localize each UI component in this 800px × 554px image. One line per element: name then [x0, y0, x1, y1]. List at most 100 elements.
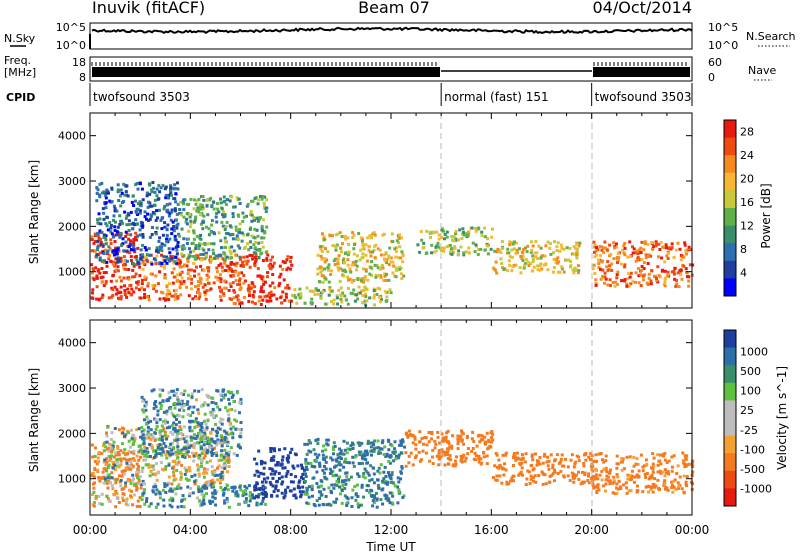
- power-cell: [132, 245, 136, 249]
- power-cell: [565, 246, 569, 250]
- velocity-cell: [126, 458, 130, 462]
- power-cell: [240, 301, 244, 305]
- velocity-cell: [274, 484, 278, 488]
- power-cell: [649, 254, 653, 258]
- power-cell: [254, 252, 258, 256]
- velocity-cell: [241, 493, 245, 497]
- velocity-cell: [396, 456, 400, 460]
- velocity-cell: [164, 453, 168, 457]
- velocity-cell: [106, 425, 110, 429]
- power-cell: [672, 269, 676, 273]
- power-cell: [167, 214, 171, 218]
- velocity-cell: [249, 496, 253, 500]
- velocity-cell: [173, 459, 177, 463]
- velocity-cell: [460, 429, 463, 433]
- power-cell: [381, 266, 385, 270]
- velocity-cell: [615, 486, 619, 490]
- power-cell: [191, 297, 195, 301]
- velocity-cell: [98, 502, 102, 506]
- power-cell: [473, 250, 477, 253]
- velocity-cell: [207, 440, 211, 444]
- velocity-cell: [104, 479, 107, 483]
- velocity-cell: [149, 419, 153, 423]
- power-cell: [544, 244, 548, 248]
- power-cell: [197, 272, 201, 276]
- velocity-cell: [126, 503, 130, 507]
- velocity-cell: [334, 500, 337, 504]
- velocity-cell: [218, 420, 222, 424]
- power-cell: [368, 234, 372, 238]
- velocity-cell: [390, 471, 394, 475]
- velocity-cell: [264, 502, 268, 506]
- velocity-cell: [202, 498, 206, 502]
- power-cell: [116, 260, 120, 264]
- velocity-cell: [220, 422, 224, 426]
- power-cell: [207, 269, 210, 273]
- velocity-cell: [158, 394, 162, 398]
- power-cell: [462, 253, 466, 257]
- power-cell: [137, 202, 140, 206]
- velocity-cell: [323, 464, 326, 468]
- velocity-cell: [393, 447, 397, 451]
- x-tick-label: 16:00: [474, 523, 509, 537]
- velocity-cell: [414, 443, 418, 447]
- velocity-cell: [163, 430, 167, 434]
- power-cell: [268, 296, 272, 300]
- velocity-cell: [129, 465, 133, 469]
- velocity-cell: [129, 428, 133, 432]
- power-cell: [568, 246, 572, 250]
- power-cell: [229, 252, 233, 256]
- power-cell: [160, 262, 164, 265]
- power-cell: [156, 282, 160, 286]
- power-cell: [336, 257, 340, 261]
- power-cell: [197, 247, 201, 251]
- power-cell: [104, 196, 108, 200]
- velocity-cell: [97, 478, 101, 481]
- velocity-cell: [664, 486, 668, 489]
- velocity-colorbar-tick: -100: [740, 443, 765, 456]
- power-cell: [660, 269, 664, 273]
- power-cell: [199, 242, 203, 246]
- power-cell: [346, 286, 350, 290]
- power-cell: [608, 284, 612, 287]
- power-cell: [207, 288, 211, 292]
- power-cell: [271, 281, 275, 285]
- velocity-cell: [548, 475, 552, 478]
- power-cell: [219, 255, 223, 259]
- velocity-cell: [534, 480, 538, 484]
- velocity-cell: [215, 490, 219, 494]
- velocity-cell: [443, 450, 447, 454]
- velocity-cell: [441, 439, 445, 443]
- power-cell: [521, 258, 525, 262]
- power-cell: [278, 275, 282, 279]
- velocity-cell: [521, 456, 525, 460]
- power-cell: [507, 251, 511, 255]
- power-cell: [223, 261, 227, 265]
- velocity-cell: [116, 447, 120, 450]
- velocity-cell: [257, 474, 261, 478]
- power-cell: [201, 195, 205, 198]
- velocity-cell: [691, 465, 695, 468]
- colorbar-swatch: [724, 453, 736, 472]
- velocity-cell: [654, 484, 658, 488]
- velocity-cell: [373, 439, 377, 443]
- velocity-cell: [178, 425, 182, 429]
- power-cell: [108, 247, 112, 251]
- velocity-cell: [545, 460, 549, 464]
- power-cell: [130, 200, 134, 204]
- velocity-cell: [304, 458, 308, 461]
- velocity-cell: [624, 481, 628, 485]
- power-cell: [479, 247, 483, 251]
- power-cell: [169, 186, 173, 190]
- velocity-cell: [628, 474, 632, 478]
- power-cell: [156, 197, 160, 201]
- velocity-cell: [165, 483, 169, 487]
- power-cell: [219, 273, 222, 277]
- power-cell: [546, 268, 550, 272]
- power-cell: [397, 241, 400, 245]
- velocity-cell: [664, 471, 668, 475]
- power-cell: [138, 203, 142, 207]
- velocity-cell: [164, 465, 168, 468]
- power-cell: [359, 236, 363, 240]
- power-cell: [163, 243, 167, 247]
